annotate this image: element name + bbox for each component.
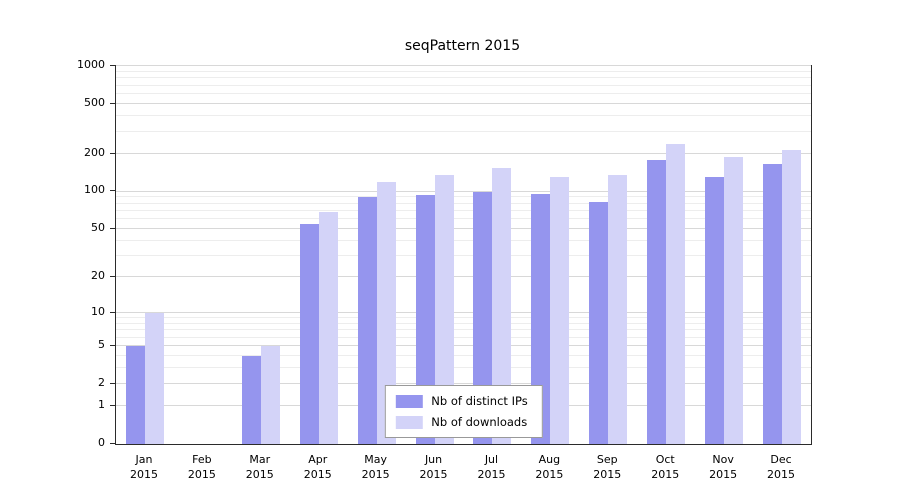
bar-distinct-ips-dec [763, 164, 783, 444]
gridline [116, 239, 811, 241]
y-tick-label: 200 [84, 145, 105, 159]
x-tick-label: Oct 2015 [651, 453, 680, 482]
gridline [116, 209, 811, 211]
x-tick-label: Mar 2015 [245, 453, 274, 482]
gridline [116, 202, 811, 204]
bar-distinct-ips-aug [531, 194, 551, 444]
legend-swatch-distinct-ips [395, 394, 423, 408]
bar-distinct-ips-sep [589, 202, 609, 444]
x-tick-label: Dec 2015 [767, 453, 796, 482]
gridline [116, 84, 811, 86]
x-tick-label: Sep 2015 [593, 453, 622, 482]
plot-area: Nb of distinct IPs Nb of downloads [115, 65, 812, 445]
bar-downloads-sep [608, 175, 628, 444]
bar-distinct-ips-mar [241, 355, 261, 444]
bar-downloads-mar [260, 345, 280, 444]
gridline [116, 317, 811, 319]
y-tick-mark [110, 276, 115, 278]
bar-downloads-may [376, 181, 396, 444]
y-tick-label: 10 [91, 304, 105, 318]
gridline [116, 382, 811, 384]
y-tick-mark [110, 344, 115, 346]
bar-distinct-ips-may [357, 197, 377, 444]
gridline [116, 367, 811, 369]
legend-item-distinct-ips: Nb of distinct IPs [395, 394, 528, 408]
legend-label-downloads: Nb of downloads [431, 415, 528, 429]
chart-title: seqPattern 2015 [404, 38, 521, 54]
y-tick-mark [110, 227, 115, 229]
legend-swatch-downloads [395, 415, 423, 429]
bar-distinct-ips-nov [705, 177, 725, 444]
bar-downloads-nov [724, 156, 744, 444]
y-tick-label: 1000 [77, 58, 105, 71]
gridline [116, 311, 811, 313]
gridline [116, 190, 811, 192]
y-tick-label: 50 [91, 220, 105, 234]
bar-distinct-ips-jun [415, 195, 435, 444]
gridline [116, 344, 811, 346]
y-tick-mark [110, 443, 115, 444]
gridline [116, 92, 811, 94]
y-tick-label: 500 [84, 95, 105, 109]
gridline [116, 115, 811, 117]
gridline [116, 152, 811, 154]
bar-downloads-jan [144, 312, 164, 444]
x-tick-label: Aug 2015 [535, 453, 564, 482]
gridline [116, 70, 811, 72]
gridline [116, 322, 811, 324]
y-tick-label: 5 [98, 337, 105, 351]
bar-distinct-ips-oct [647, 159, 667, 444]
x-tick-label: Nov 2015 [709, 453, 738, 482]
bar-downloads-jul [492, 167, 512, 444]
bar-downloads-apr [318, 212, 338, 444]
bar-distinct-ips-apr [299, 223, 319, 444]
gridline [116, 102, 811, 104]
x-tick-label: Feb 2015 [187, 453, 216, 482]
bar-distinct-ips-jan [125, 345, 145, 444]
y-tick-mark [110, 152, 115, 154]
gridline [116, 336, 811, 338]
y-tick-mark [110, 190, 115, 192]
y-tick-mark [110, 405, 115, 407]
bar-distinct-ips-jul [473, 191, 493, 444]
y-tick-mark [110, 311, 115, 313]
bar-downloads-oct [666, 143, 686, 444]
y-tick-label: 2 [98, 375, 105, 389]
chart-legend: Nb of distinct IPs Nb of downloads [384, 385, 543, 438]
gridline [116, 255, 811, 257]
gridline [116, 77, 811, 79]
gridline [116, 227, 811, 229]
y-tick-label: 1 [98, 398, 105, 412]
x-tick-label: Jan 2015 [129, 453, 158, 482]
bar-downloads-dec [782, 149, 802, 444]
x-tick-label: Jul 2015 [477, 453, 506, 482]
bar-downloads-aug [550, 177, 570, 444]
gridline [116, 196, 811, 198]
legend-label-distinct-ips: Nb of distinct IPs [431, 394, 528, 408]
gridline [116, 276, 811, 278]
x-tick-label: May 2015 [361, 453, 390, 482]
gridline [116, 65, 811, 66]
y-tick-label: 100 [84, 183, 105, 197]
y-tick-mark [110, 382, 115, 384]
x-tick-label: Apr 2015 [303, 453, 332, 482]
gridline [116, 130, 811, 132]
y-tick-mark [110, 65, 115, 66]
legend-item-downloads: Nb of downloads [395, 415, 527, 429]
y-tick-mark [110, 102, 115, 104]
bar-downloads-jun [434, 175, 454, 444]
y-tick-label: 0 [98, 436, 105, 449]
x-tick-label: Jun 2015 [419, 453, 448, 482]
gridline [116, 354, 811, 356]
gridline [116, 329, 811, 331]
gridline [116, 218, 811, 220]
y-tick-label: 20 [91, 269, 105, 283]
